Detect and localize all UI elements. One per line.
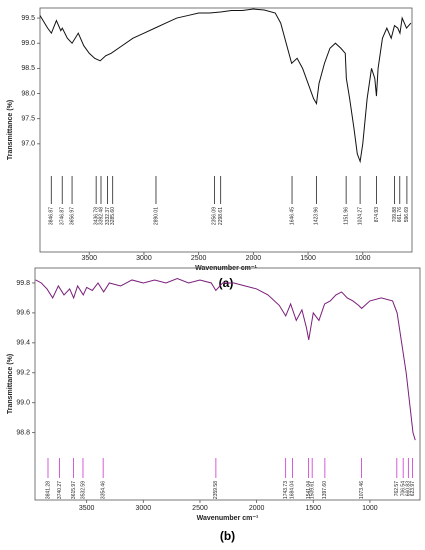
peak-label: 661.76 (397, 207, 403, 223)
peak-label: 3656.97 (69, 207, 75, 225)
peak-label: 3285.60 (110, 207, 116, 225)
y-tick-label: 99.0 (21, 40, 35, 47)
x-tick-label: 1500 (300, 255, 316, 262)
x-tick-label: 3000 (136, 255, 152, 262)
peak-label: 1684.04 (290, 481, 296, 499)
y-tick-label: 97.5 (21, 116, 35, 123)
plot-frame (34, 267, 421, 501)
y-axis-title: Transmittance (%) (7, 100, 14, 160)
x-tick-label: 2500 (192, 505, 208, 512)
peak-label: 2298.61 (218, 207, 224, 225)
peak-label: 3436.78 (93, 207, 99, 225)
x-tick-label: 2500 (191, 255, 207, 262)
x-tick-label: 2000 (249, 505, 265, 512)
peak-label: 1509.61 (310, 481, 316, 499)
peak-label: 3332.37 (105, 207, 111, 225)
y-tick-label: 98.5 (21, 65, 35, 72)
peak-label: 762.57 (394, 481, 400, 497)
peak-label: 3615.97 (71, 481, 77, 499)
peak-label: 1073.46 (359, 481, 365, 499)
peak-label: 3740.27 (57, 481, 63, 499)
plot-frame (39, 7, 413, 253)
y-tick-label: 98.8 (16, 429, 30, 436)
peak-label: 2359.58 (213, 481, 219, 499)
peak-label: 1423.96 (314, 207, 320, 225)
x-tick-label: 1000 (355, 255, 371, 262)
peak-label: 3846.87 (49, 207, 55, 225)
spectrum-line (39, 8, 412, 164)
y-tick-label: 99.6 (16, 310, 30, 317)
peak-label: 706.54 (400, 481, 406, 497)
peak-label: 3746.87 (60, 207, 66, 225)
peak-label: 3841.28 (45, 481, 51, 499)
peak-label: 1024.27 (357, 207, 363, 225)
x-tick-label: 3000 (136, 505, 152, 512)
peak-label: 1646.45 (289, 207, 295, 225)
y-tick-label: 99.0 (16, 400, 30, 407)
x-tick-label: 3500 (81, 255, 97, 262)
peak-label: 1541.04 (306, 481, 312, 499)
y-tick-label: 99.2 (16, 370, 30, 377)
peak-label: 2356.09 (212, 207, 218, 225)
peak-label: 623.97 (410, 481, 416, 497)
peak-label: 874.93 (374, 207, 380, 223)
peak-label: 3392.48 (98, 207, 104, 225)
peak-label: 2890.01 (153, 207, 159, 225)
y-axis-title: Transmittance (%) (7, 354, 14, 414)
x-tick-label: 2000 (246, 255, 262, 262)
x-axis-title: Wavenumber cm⁻¹ (197, 515, 259, 522)
panel-label: (b) (220, 529, 235, 543)
x-tick-label: 1000 (362, 505, 378, 512)
y-tick-label: 99.4 (16, 340, 30, 347)
peak-label: 1743.73 (283, 481, 289, 499)
y-tick-label: 98.0 (21, 90, 35, 97)
peak-label: 1151.96 (343, 207, 349, 225)
y-tick-label: 97.0 (21, 141, 35, 148)
peak-label: 596.69 (404, 207, 410, 223)
peak-label: 709.88 (392, 207, 398, 223)
y-tick-label: 99.5 (21, 15, 35, 22)
spectrum-line (35, 277, 416, 441)
y-tick-label: 99.8 (16, 280, 30, 287)
peak-label: 660.83 (406, 481, 412, 497)
peak-label: 1397.60 (322, 481, 328, 499)
peak-label: 3354.46 (100, 481, 106, 499)
peak-label: 3532.59 (80, 481, 86, 499)
x-tick-label: 1500 (305, 505, 321, 512)
x-tick-label: 3500 (79, 505, 95, 512)
